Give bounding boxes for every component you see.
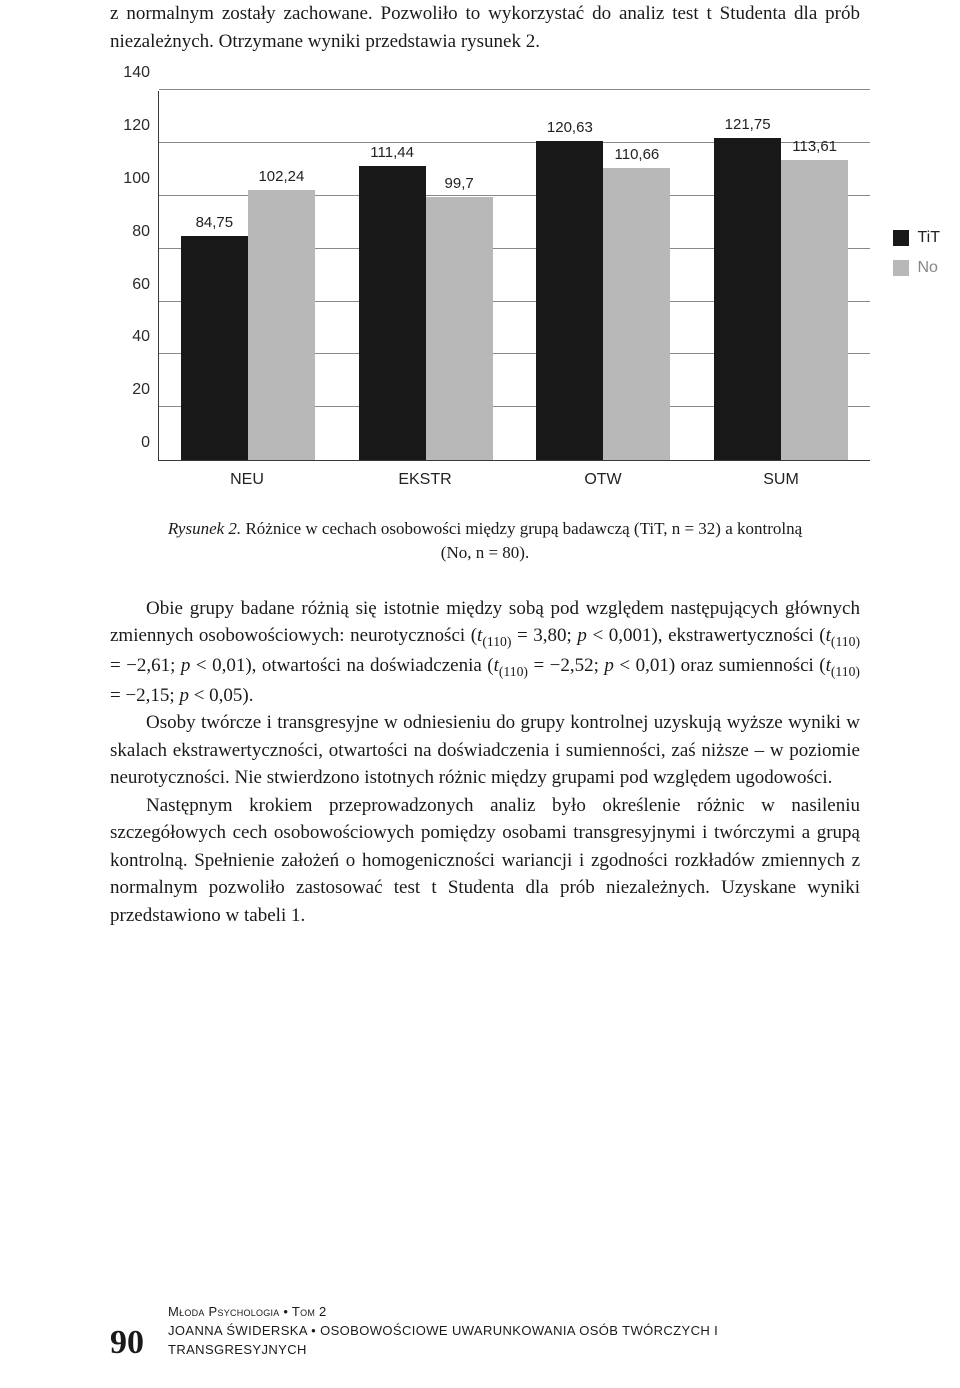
x-category-label: EKSTR xyxy=(336,461,514,489)
y-tick-label: 80 xyxy=(132,223,150,241)
y-tick-label: 140 xyxy=(123,64,150,82)
bar-group: 121,75113,61 xyxy=(692,91,870,460)
legend-label: TiT xyxy=(917,229,940,247)
bar-value-label: 120,63 xyxy=(523,119,617,136)
legend-label: No xyxy=(917,259,937,277)
bar-group: 111,4499,7 xyxy=(337,91,515,460)
results-paragraph-1: Obie grupy badane różnią się istotnie mi… xyxy=(110,595,860,709)
results-paragraph-3: Następnym krokiem przeprowadzonych anali… xyxy=(110,792,860,930)
figure-caption: Rysunek 2. Różnice w cechach osobowości … xyxy=(165,517,805,565)
y-tick-label: 0 xyxy=(141,434,150,452)
bar-value-label: 111,44 xyxy=(345,144,439,161)
bar: 110,66 xyxy=(603,168,670,460)
plot-area: 84,75102,24111,4499,7120,63110,66121,751… xyxy=(158,91,870,461)
x-category-label: OTW xyxy=(514,461,692,489)
y-tick-label: 60 xyxy=(132,276,150,294)
legend-item-tit: TiT xyxy=(893,229,940,247)
bar-group: 84,75102,24 xyxy=(159,91,337,460)
y-tick-label: 40 xyxy=(132,328,150,346)
footer-text: Młoda Psychologia • Tom 2 JOANNA ŚWIDERS… xyxy=(168,1303,860,1360)
bar-value-label: 113,61 xyxy=(768,138,862,155)
bar-value-label: 121,75 xyxy=(701,116,795,133)
page-footer: 90 Młoda Psychologia • Tom 2 JOANNA ŚWID… xyxy=(0,1303,960,1360)
legend: TiT No xyxy=(893,229,940,289)
page-number: 90 xyxy=(110,1326,144,1360)
bar: 99,7 xyxy=(426,197,493,460)
bar-groups: 84,75102,24111,4499,7120,63110,66121,751… xyxy=(159,91,870,460)
bar: 113,61 xyxy=(781,160,848,460)
results-paragraph-2: Osoby twórcze i transgresyjne w odniesie… xyxy=(110,709,860,792)
swatch-icon xyxy=(893,230,909,246)
y-axis: 020406080100120140 xyxy=(110,91,158,461)
chart-area: 020406080100120140 84,75102,24111,4499,7… xyxy=(110,91,870,461)
bar-value-label: 102,24 xyxy=(234,168,328,185)
footer-journal: Młoda Psychologia • Tom 2 xyxy=(168,1303,860,1322)
bar: 84,75 xyxy=(181,236,248,460)
x-category-label: SUM xyxy=(692,461,870,489)
gridline xyxy=(159,89,870,90)
bar: 121,75 xyxy=(714,138,781,460)
y-tick-label: 100 xyxy=(123,170,150,188)
bar: 102,24 xyxy=(248,190,315,460)
intro-paragraph: z normalnym zostały zachowane. Pozwoliło… xyxy=(110,0,860,55)
bar-group: 120,63110,66 xyxy=(515,91,693,460)
bar-value-label: 99,7 xyxy=(412,175,506,192)
caption-lead: Rysunek 2. xyxy=(168,519,241,538)
page: z normalnym zostały zachowane. Pozwoliło… xyxy=(0,0,960,1388)
bar-chart: 020406080100120140 84,75102,24111,4499,7… xyxy=(110,91,870,489)
bar: 120,63 xyxy=(536,141,603,460)
legend-item-no: No xyxy=(893,259,940,277)
x-category-label: NEU xyxy=(158,461,336,489)
y-tick-label: 120 xyxy=(123,117,150,135)
y-tick-label: 20 xyxy=(132,381,150,399)
x-axis-labels: NEUEKSTROTWSUM xyxy=(158,461,870,489)
footer-author-title: JOANNA ŚWIDERSKA • OSOBOWOŚCIOWE UWARUNK… xyxy=(168,1322,860,1360)
caption-text: Różnice w cechach osobowości między grup… xyxy=(241,519,802,562)
bar: 111,44 xyxy=(359,166,426,461)
bar-value-label: 110,66 xyxy=(590,146,684,163)
swatch-icon xyxy=(893,260,909,276)
